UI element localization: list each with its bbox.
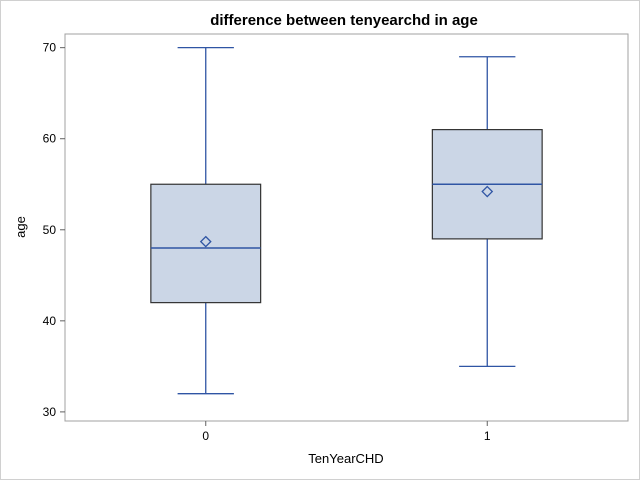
y-tick-label: 50	[43, 223, 57, 237]
y-tick-label: 60	[43, 132, 57, 146]
box-0	[150, 47, 262, 395]
x-tick-label: 1	[484, 429, 491, 443]
x-tick-label: 0	[202, 429, 209, 443]
y-axis-label: age	[13, 216, 28, 238]
iqr-box	[150, 183, 262, 304]
mean-marker	[481, 185, 494, 198]
y-axis: 30 40 50 60 70	[43, 41, 65, 419]
box-1	[431, 56, 543, 368]
y-tick-label: 70	[43, 41, 57, 55]
mean-marker	[199, 235, 212, 248]
chart-title: difference between tenyearchd in age	[210, 12, 478, 29]
y-tick-label: 30	[43, 405, 57, 419]
box-series	[150, 47, 543, 395]
x-axis-label: TenYearCHD	[308, 451, 383, 466]
plot-area	[64, 33, 629, 422]
y-tick-label: 40	[43, 314, 57, 328]
